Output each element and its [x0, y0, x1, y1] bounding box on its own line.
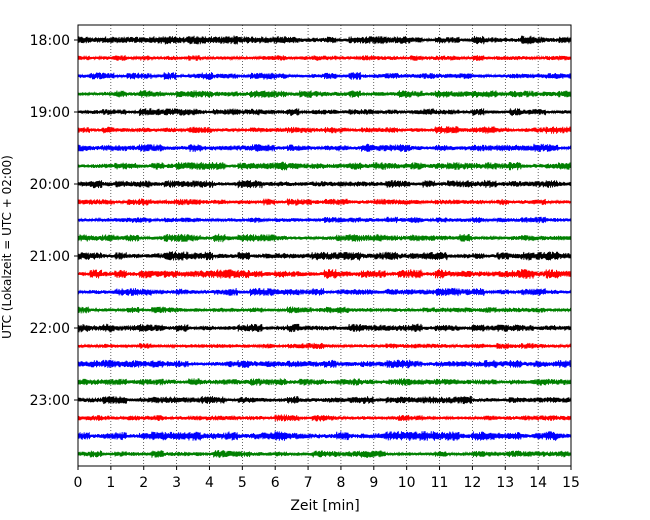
- x-tick-label: 3: [172, 475, 181, 491]
- x-tick-label: 9: [369, 475, 378, 491]
- x-tick-label: 7: [304, 475, 313, 491]
- y-tick-label: 22:00: [30, 321, 70, 337]
- y-tick-label: 18:00: [30, 33, 70, 49]
- x-tick-label: 5: [238, 475, 247, 491]
- plot-frame: [77, 24, 572, 467]
- y-tick-label: 23:00: [30, 393, 70, 409]
- y-ticks: 18:00 19:00 20:00 21:00 22:00 23:00: [30, 33, 78, 409]
- x-tick-label: 8: [336, 475, 345, 491]
- x-tick-label: 1: [106, 475, 115, 491]
- x-tick-label: 15: [562, 475, 580, 491]
- x-tick-label: 10: [398, 475, 416, 491]
- x-tick-label: 13: [496, 475, 514, 491]
- x-tick-label: 6: [271, 475, 280, 491]
- x-ticks: 0 1 2 3 4 5 6 7 8 9 10 11 12 13 14 15: [74, 466, 580, 491]
- x-tick-label: 4: [205, 475, 214, 491]
- x-tick-label: 2: [139, 475, 148, 491]
- x-tick-label: 11: [431, 475, 449, 491]
- x-tick-label: 12: [463, 475, 481, 491]
- y-tick-label: 21:00: [30, 249, 70, 265]
- trace-group: [77, 35, 572, 458]
- y-tick-label: 20:00: [30, 177, 70, 193]
- x-axis-label: Zeit [min]: [290, 498, 359, 514]
- y-axis-label: UTC (Lokalzeit = UTC + 02:00): [0, 155, 14, 339]
- y-tick-label: 19:00: [30, 105, 70, 121]
- x-tick-label: 0: [74, 475, 83, 491]
- x-tick-label: 14: [529, 475, 547, 491]
